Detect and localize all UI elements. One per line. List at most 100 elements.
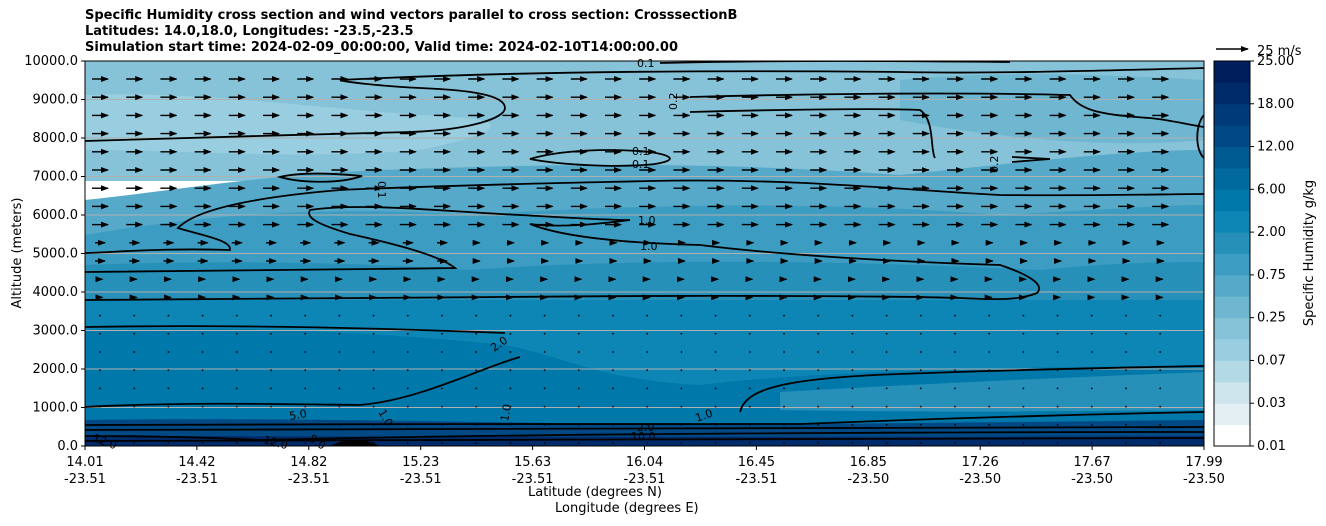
wind-vector bbox=[646, 351, 649, 353]
wind-vector bbox=[543, 442, 546, 444]
contour-line bbox=[339, 67, 1204, 81]
wind-vector bbox=[817, 314, 820, 317]
wind-vector bbox=[1159, 332, 1162, 335]
wind-vector bbox=[1056, 423, 1059, 426]
y-tick-label: 6000.0 bbox=[33, 208, 79, 223]
wind-vector bbox=[167, 423, 170, 426]
wind-vector bbox=[133, 405, 136, 408]
wind-vector bbox=[1159, 405, 1162, 408]
title-line-3: Simulation start time: 2024-02-09_00:00:… bbox=[85, 40, 678, 55]
wind-vector bbox=[304, 369, 307, 372]
contour-line bbox=[739, 365, 1204, 413]
wind-vector bbox=[988, 314, 991, 317]
wind-reference-key: 25 m/s bbox=[1216, 44, 1302, 59]
wind-vector bbox=[783, 332, 785, 335]
wind-vector bbox=[748, 387, 751, 390]
wind-vector bbox=[133, 332, 136, 335]
wind-vector bbox=[783, 351, 785, 353]
wind-vector bbox=[851, 387, 854, 390]
wind-vector bbox=[441, 423, 443, 426]
wind-vector bbox=[783, 423, 785, 426]
wind-vector bbox=[304, 405, 307, 408]
wind-vector bbox=[577, 314, 580, 317]
wind-vector bbox=[1125, 314, 1127, 317]
wind-vector bbox=[1159, 351, 1162, 353]
colorbar-tick-label: 6.00 bbox=[1257, 182, 1286, 197]
x-tick-label-lon: -23.50 bbox=[1183, 472, 1225, 487]
wind-vector bbox=[406, 314, 409, 317]
y-tick-label: 2000.0 bbox=[33, 362, 79, 377]
x-tick-label-lon: -23.51 bbox=[64, 472, 106, 487]
wind-vector bbox=[919, 423, 922, 426]
wind-vector bbox=[509, 387, 512, 390]
wind-vector bbox=[919, 442, 922, 444]
contour-label: 2.0 bbox=[637, 421, 655, 434]
wind-vector bbox=[577, 332, 580, 335]
colorbar-tick-label: 0.01 bbox=[1257, 439, 1286, 454]
wind-vector bbox=[270, 369, 272, 372]
wind-vector bbox=[201, 387, 204, 390]
wind-vector bbox=[680, 442, 683, 444]
wind-vector bbox=[441, 314, 443, 317]
wind-vector bbox=[680, 387, 683, 390]
wind-vector bbox=[1022, 332, 1025, 335]
wind-vector bbox=[612, 332, 614, 335]
wind-vector bbox=[372, 351, 375, 353]
colorbar-segment bbox=[1214, 103, 1250, 126]
colorbar-segment bbox=[1214, 125, 1250, 148]
wind-vector bbox=[954, 387, 956, 390]
wind-vector bbox=[543, 387, 546, 390]
wind-vector bbox=[372, 387, 375, 390]
wind-vector bbox=[646, 423, 649, 426]
wind-vector bbox=[304, 442, 307, 444]
colorbar-segment bbox=[1214, 424, 1250, 447]
wind-vector bbox=[1125, 423, 1127, 426]
x-tick-label-lat: 14.82 bbox=[290, 455, 327, 470]
wind-vector bbox=[372, 332, 375, 335]
contour-line bbox=[529, 149, 671, 167]
colorbar-tick-label: 0.07 bbox=[1257, 353, 1286, 368]
wind-vector bbox=[577, 423, 580, 426]
wind-vector bbox=[817, 387, 820, 390]
x-tick-label-lat: 14.42 bbox=[178, 455, 215, 470]
wind-vector bbox=[748, 351, 751, 353]
wind-vector bbox=[988, 369, 991, 372]
wind-vector bbox=[612, 314, 614, 317]
wind-vector bbox=[304, 387, 307, 390]
wind-vector bbox=[201, 369, 204, 372]
wind-vector bbox=[372, 423, 375, 426]
wind-vector bbox=[99, 405, 101, 408]
y-tick-label: 8000.0 bbox=[33, 131, 79, 146]
colorbar-frame bbox=[1213, 60, 1251, 447]
wind-vector bbox=[167, 351, 170, 353]
wind-vector bbox=[1159, 314, 1162, 317]
wind-vector bbox=[612, 442, 614, 444]
wind-vector bbox=[167, 369, 170, 372]
colorbar-tick-label: 18.00 bbox=[1257, 97, 1294, 112]
wind-vector bbox=[748, 314, 751, 317]
colorbar-segment bbox=[1214, 232, 1250, 254]
wind-vector bbox=[475, 369, 478, 372]
wind-vector bbox=[270, 442, 272, 444]
y-tick-label: 3000.0 bbox=[33, 324, 79, 339]
wind-vector bbox=[1125, 387, 1127, 390]
wind-vector bbox=[714, 351, 717, 353]
wind-vector bbox=[817, 405, 820, 408]
x-axis: 14.01 -23.51 14.42 -23.51 14.82 -23.51 15.23 -2… bbox=[64, 446, 1225, 487]
wind-vector bbox=[885, 423, 888, 426]
wind-vector bbox=[1125, 369, 1127, 372]
y-tick-label: 9000.0 bbox=[33, 93, 79, 108]
wind-vector bbox=[885, 332, 888, 335]
wind-vector bbox=[372, 442, 375, 444]
wind-vector bbox=[817, 369, 820, 372]
wind-vector bbox=[783, 369, 785, 372]
contour-label: 10.0 bbox=[631, 430, 656, 443]
wind-vector bbox=[99, 442, 101, 444]
x-tick-label-lat: 17.99 bbox=[1185, 455, 1222, 470]
wind-vector bbox=[817, 442, 820, 444]
wind-vector bbox=[475, 405, 478, 408]
wind-vector bbox=[988, 351, 991, 353]
wind-vector bbox=[714, 332, 717, 335]
wind-vector bbox=[680, 405, 683, 408]
y-axis-label: Altitude (meters) bbox=[10, 198, 25, 309]
